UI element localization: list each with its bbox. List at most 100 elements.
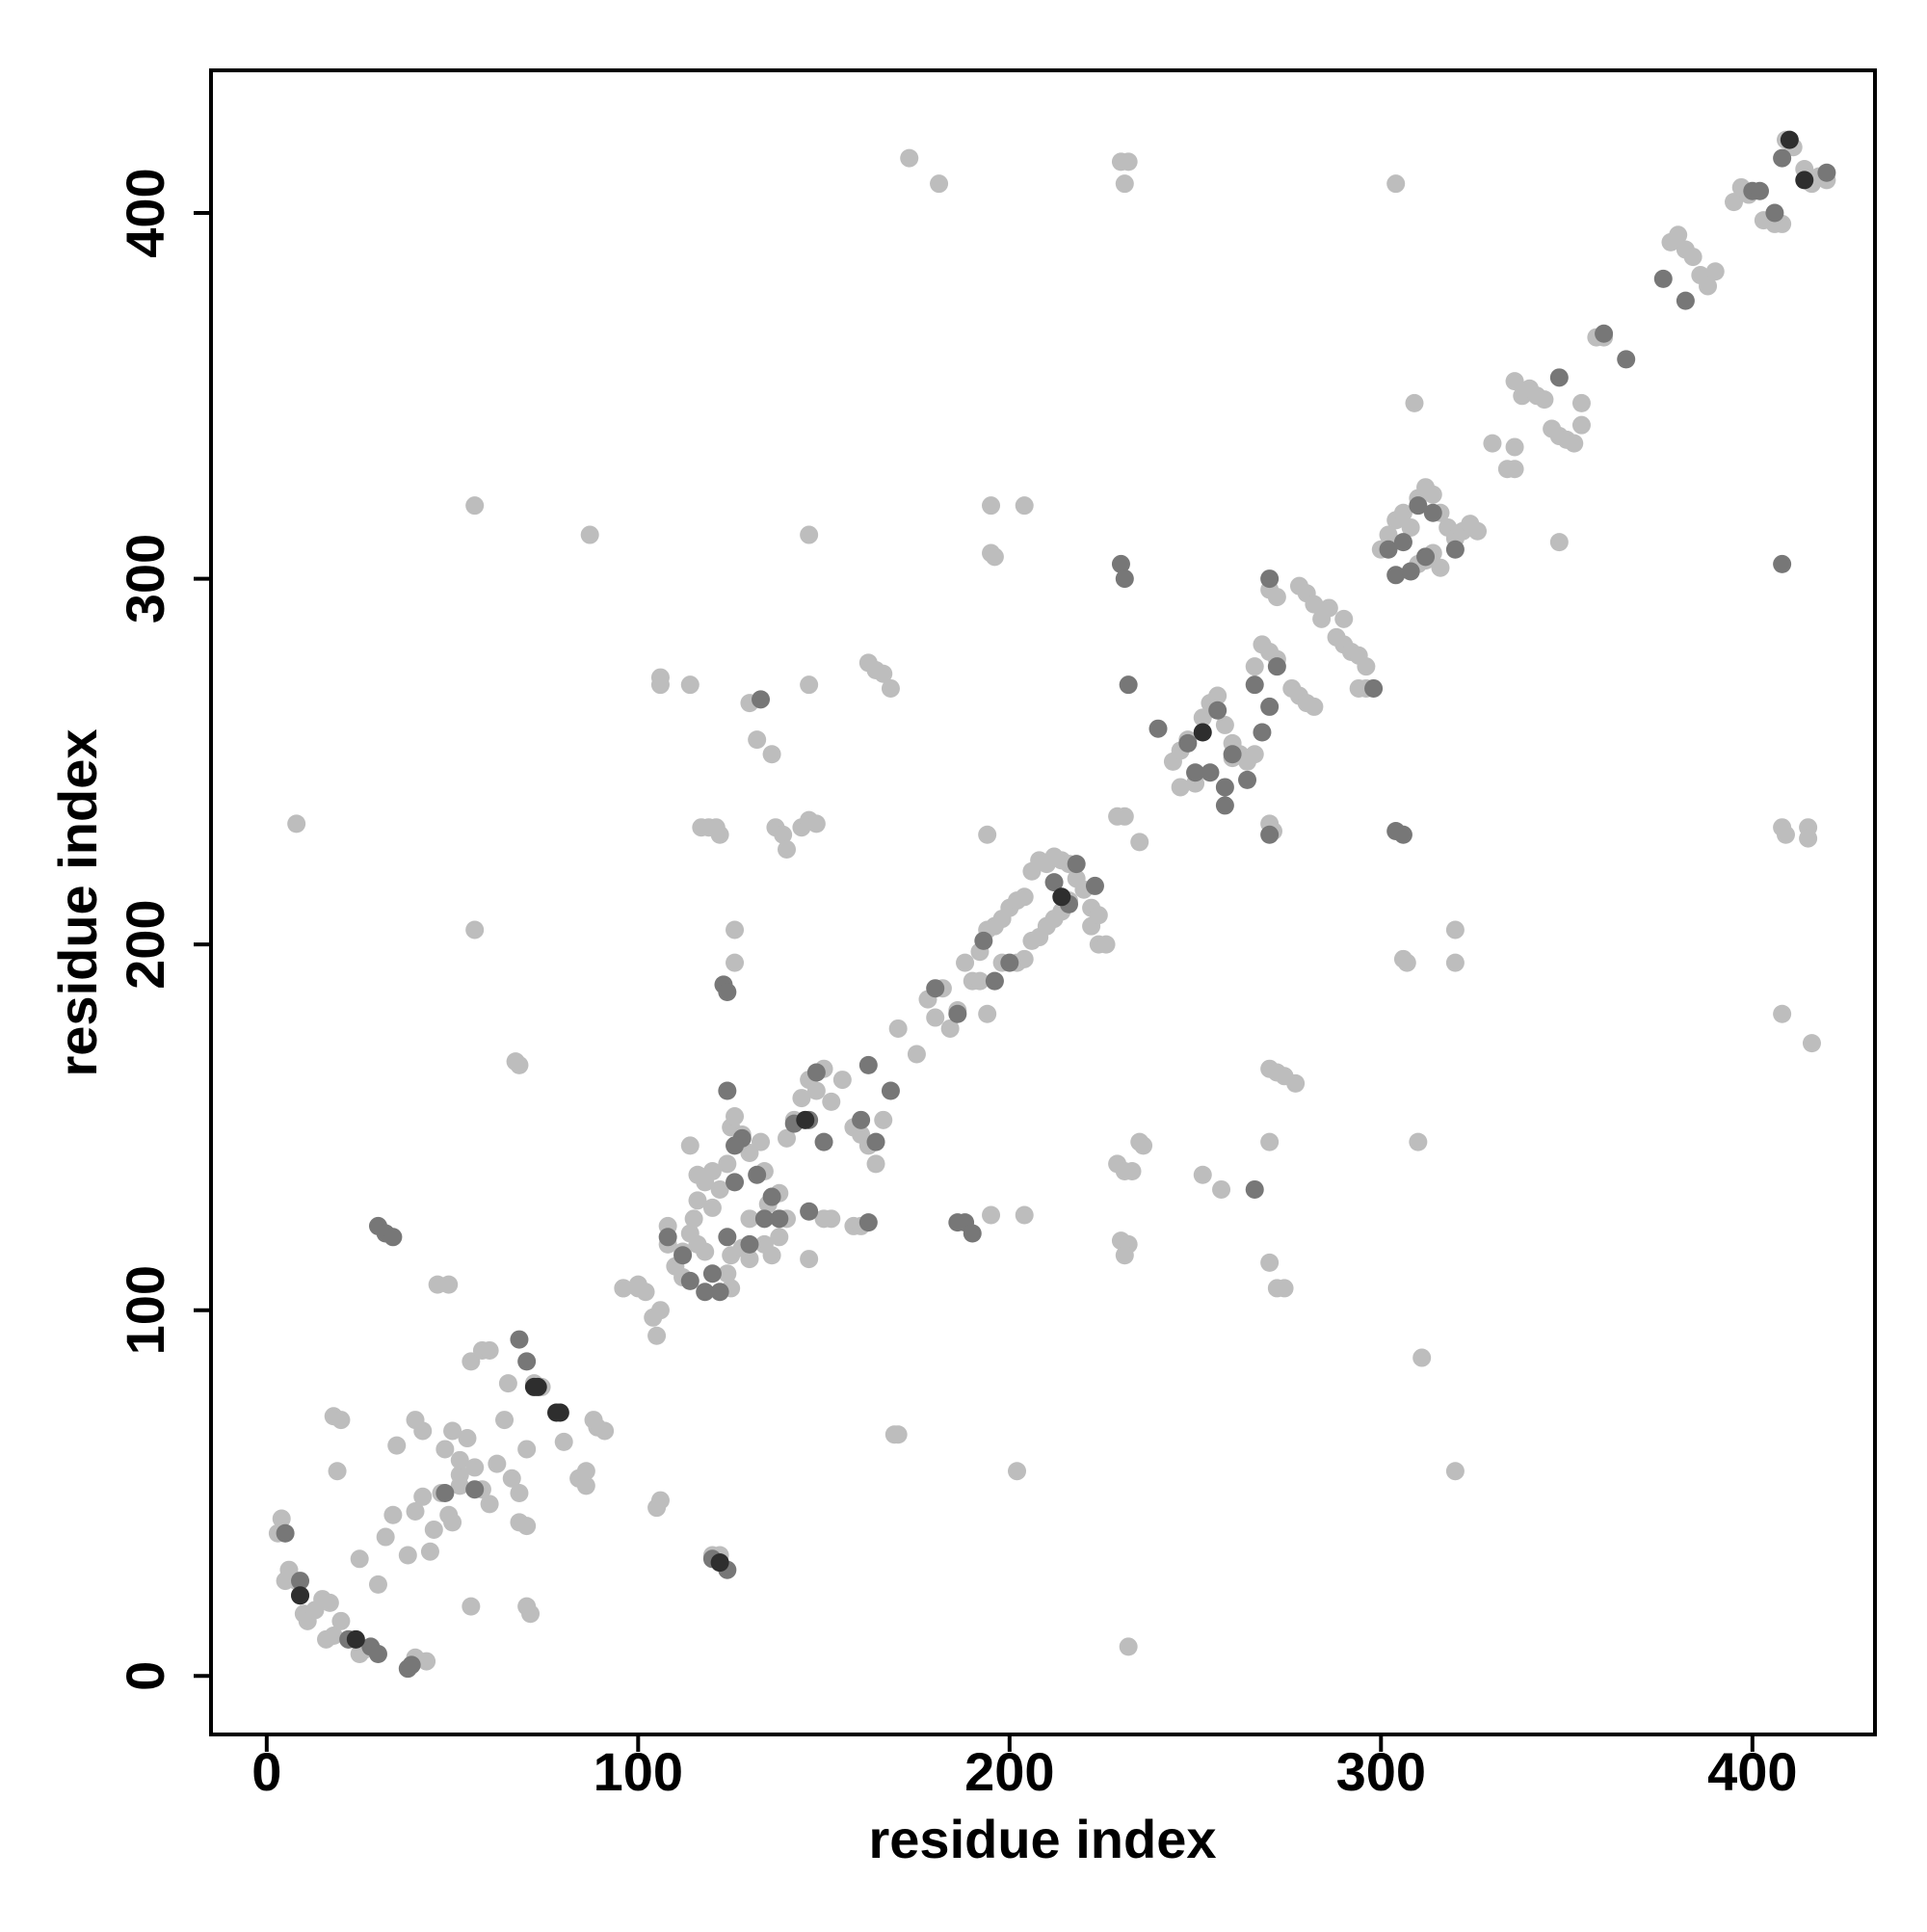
data-point [368,1575,387,1594]
data-point [480,1340,499,1360]
data-point [331,1611,351,1630]
data-point [680,1136,700,1155]
data-point [1212,1179,1231,1199]
x-tick-label: 200 [964,1741,1054,1802]
data-point [1267,588,1286,607]
data-point [650,1301,670,1320]
data-point [680,1271,700,1290]
data-point [517,1517,537,1536]
data-point [1122,1161,1142,1180]
data-point [1134,1136,1153,1155]
y-tick-label: 400 [115,168,175,257]
data-point [866,1132,885,1151]
data-point [287,814,306,834]
data-point [1571,393,1591,412]
data-point [1445,953,1465,972]
data-point [874,1110,893,1129]
data-point [796,1110,815,1129]
data-point [420,1542,439,1561]
data-point [1253,723,1272,742]
data-point [1015,1205,1034,1225]
y-axis-title: residue index [47,728,108,1076]
data-point [1115,174,1134,194]
data-point [1267,657,1286,676]
data-point [718,1154,737,1174]
data-point [1260,697,1280,716]
data-point [1089,906,1108,925]
data-point [436,1483,455,1502]
data-point [528,1377,547,1396]
data-point [940,1019,960,1038]
data-point [800,1202,819,1221]
data-point [718,1264,737,1284]
data-point [778,839,797,859]
data-point [822,1209,841,1229]
data-point [1201,763,1220,782]
data-point [814,1132,833,1151]
data-point [1193,723,1212,742]
data-point [774,825,793,844]
data-point [1416,547,1436,567]
data-point [702,1264,722,1284]
data-point [696,1242,715,1261]
data-point [465,1480,485,1499]
data-point [673,1246,693,1265]
data-point [1015,496,1034,516]
data-point [346,1629,365,1649]
data-point [1245,1179,1264,1199]
data-point [800,1250,819,1269]
data-point [462,1597,481,1616]
data-point [1617,350,1636,369]
data-point [439,1505,459,1524]
data-point [1178,733,1198,753]
data-point [291,1572,310,1591]
data-point [1565,434,1584,453]
data-point [1275,1279,1294,1298]
data-point [1379,540,1398,559]
data-point [331,1411,351,1430]
data-point [1765,203,1784,223]
data-point [424,1520,443,1539]
data-point [320,1593,339,1612]
data-point [1676,291,1695,310]
data-point [1431,558,1450,577]
data-point [502,1469,521,1488]
data-point [1409,496,1428,516]
data-point [376,1527,395,1547]
data-point [1799,829,1818,848]
data-point [1096,935,1116,954]
data-point [1260,1253,1280,1272]
data-point [702,1198,722,1217]
data-point [907,1045,926,1064]
data-point [1193,1165,1212,1184]
data-point [881,1081,900,1100]
data-point [458,1429,477,1448]
data-point [465,920,485,940]
data-point [762,1187,781,1206]
data-point [800,675,819,695]
plot-frame [209,68,1877,1736]
data-point [443,1421,462,1441]
data-point [770,1209,789,1229]
data-point [1245,675,1264,695]
data-point [1549,533,1569,552]
data-point [413,1421,433,1441]
data-point [1423,503,1442,522]
data-point [1445,920,1465,940]
data-point [1215,778,1234,797]
data-point [680,675,700,695]
data-point [1423,485,1442,504]
data-point [1780,130,1799,149]
data-point [1111,554,1130,573]
data-point [778,1128,797,1148]
data-point [436,1440,455,1459]
data-point [762,1246,781,1265]
data-point [1468,521,1488,541]
data-point [450,1476,469,1495]
data-point [576,1476,595,1495]
data-point [726,1107,745,1126]
data-point [900,148,919,168]
data-point [1245,657,1264,676]
data-point [1115,1246,1134,1265]
data-point [762,745,781,764]
